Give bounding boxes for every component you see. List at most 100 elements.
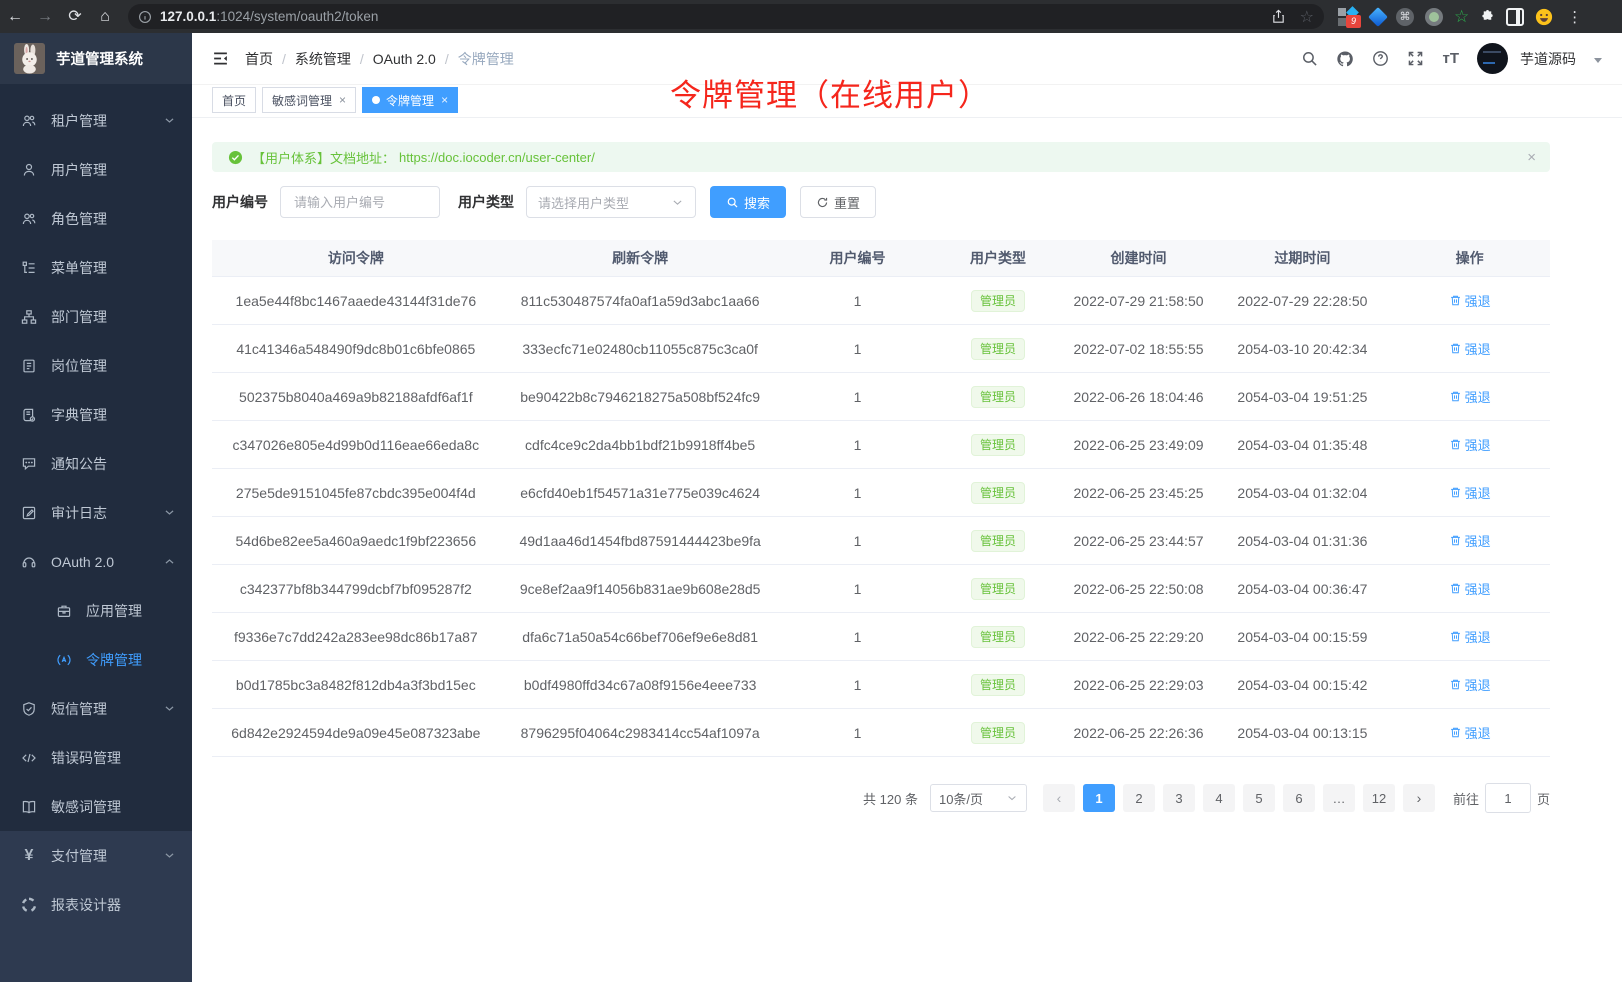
sidebar-item-notice-announcement[interactable]: 通知公告 xyxy=(0,439,192,488)
sidebar-item-dept-management[interactable]: 部门管理 xyxy=(0,292,192,341)
next-page-button[interactable]: › xyxy=(1402,784,1435,812)
shield-check-icon xyxy=(21,701,37,717)
force-logout-button[interactable]: 强退 xyxy=(1449,339,1491,358)
doc-link[interactable]: https://doc.iocoder.cn/user-center/ xyxy=(399,149,595,165)
page-button-12[interactable]: 12 xyxy=(1362,784,1395,812)
user-menu-caret-icon[interactable] xyxy=(1594,58,1602,63)
tab-close-icon[interactable]: × xyxy=(339,93,347,107)
search-button[interactable]: 搜索 xyxy=(710,186,787,218)
browser-home-icon[interactable]: ⌂ xyxy=(100,8,110,25)
sidebar-menu-bottom: ¥ 支付管理 报表设计器 xyxy=(0,831,192,982)
user-avatar[interactable] xyxy=(1477,43,1508,74)
force-logout-button[interactable]: 强退 xyxy=(1449,387,1491,406)
page-info-icon[interactable] xyxy=(138,10,152,24)
sidebar-item-token-management[interactable]: 令牌管理 xyxy=(0,635,192,684)
browser-forward-icon[interactable]: → xyxy=(37,8,53,25)
tab-close-icon[interactable]: × xyxy=(441,93,449,107)
force-logout-button[interactable]: 强退 xyxy=(1449,435,1491,454)
command-extension-icon[interactable]: ⌘ xyxy=(1396,7,1414,26)
trash-icon xyxy=(1449,678,1462,691)
github-icon[interactable] xyxy=(1336,50,1354,68)
badge-icon xyxy=(21,358,37,374)
breadcrumb-item[interactable]: 系统管理 xyxy=(294,50,351,67)
chevron-down-icon xyxy=(163,506,176,519)
user-id-input[interactable] xyxy=(292,193,428,211)
cell-create-time: 2022-06-26 18:04:46 xyxy=(1073,388,1204,405)
gem-extension-icon[interactable] xyxy=(1368,6,1388,27)
address-bar[interactable]: 127.0.0.1:1024/system/oauth2/token ☆ xyxy=(128,4,1324,29)
cell-user-id: 1 xyxy=(853,292,862,309)
sidebar-item-tenant-management[interactable]: 租户管理 xyxy=(0,96,192,145)
share-icon[interactable] xyxy=(1271,9,1286,24)
sidebar-item-sms-management[interactable]: 短信管理 xyxy=(0,684,192,733)
sidebar-item-report-designer[interactable]: 报表设计器 xyxy=(0,880,192,929)
user-type-tag: 管理员 xyxy=(971,433,1026,456)
force-logout-button[interactable]: 强退 xyxy=(1449,483,1491,502)
sidebar-item-role-management[interactable]: 角色管理 xyxy=(0,194,192,243)
page-button-1[interactable]: 1 xyxy=(1082,784,1115,812)
force-logout-button[interactable]: 强退 xyxy=(1449,579,1491,598)
username[interactable]: 芋道源码 xyxy=(1520,50,1576,67)
force-logout-label: 强退 xyxy=(1464,438,1491,453)
cell-refresh-token: 333ecfc71e02480cb11055c875c3ca0f xyxy=(522,340,758,357)
sidebar-item-dict-management[interactable]: 字典管理 xyxy=(0,390,192,439)
help-icon[interactable] xyxy=(1372,50,1389,67)
page-button-4[interactable]: 4 xyxy=(1202,784,1235,812)
breadcrumb-item[interactable]: 首页 xyxy=(245,50,273,67)
browser-back-icon[interactable]: ← xyxy=(7,8,23,25)
force-logout-button[interactable]: 强退 xyxy=(1449,531,1491,550)
page-button-6[interactable]: 6 xyxy=(1282,784,1315,812)
reset-button[interactable]: 重置 xyxy=(800,186,877,218)
headset-icon xyxy=(21,554,37,570)
sidebar-item-menu-management[interactable]: 菜单管理 xyxy=(0,243,192,292)
side-panel-icon[interactable] xyxy=(1506,7,1525,26)
more-pages-button[interactable]: … xyxy=(1322,784,1355,812)
bookmark-star-icon[interactable]: ☆ xyxy=(1299,8,1314,26)
breadcrumb-item[interactable]: OAuth 2.0 xyxy=(372,50,436,67)
user-type-select[interactable]: 请选择用户类型 xyxy=(526,186,696,218)
browser-reload-icon[interactable]: ⟳ xyxy=(68,8,82,25)
font-size-icon[interactable]: тT xyxy=(1442,50,1459,67)
force-logout-button[interactable]: 强退 xyxy=(1449,627,1491,646)
page-button-5[interactable]: 5 xyxy=(1242,784,1275,812)
sidebar-item-oauth2[interactable]: OAuth 2.0 xyxy=(0,537,192,586)
sidebar-item-pay-management[interactable]: ¥ 支付管理 xyxy=(0,831,192,880)
fullscreen-icon[interactable] xyxy=(1407,50,1424,67)
page-button-2[interactable]: 2 xyxy=(1122,784,1155,812)
sidebar-item-errorcode-management[interactable]: 错误码管理 xyxy=(0,733,192,782)
sidebar-item-user-management[interactable]: 用户管理 xyxy=(0,145,192,194)
recorder-extension-icon[interactable] xyxy=(1425,7,1443,26)
prev-page-button[interactable]: ‹ xyxy=(1042,784,1075,812)
sidebar-item-audit-log[interactable]: 审计日志 xyxy=(0,488,192,537)
force-logout-button[interactable]: 强退 xyxy=(1449,723,1491,742)
cell-action: 强退 xyxy=(1389,483,1550,502)
app-logo[interactable]: 芋道管理系统 xyxy=(0,33,192,84)
green-star-extension-icon[interactable]: ☆ xyxy=(1454,6,1470,26)
puzzle-extensions-icon[interactable] xyxy=(1480,9,1495,24)
page-button-3[interactable]: 3 xyxy=(1162,784,1195,812)
sidebar-item-sensitiveword-management[interactable]: 敏感词管理 xyxy=(0,782,192,831)
search-icon[interactable] xyxy=(1301,50,1318,67)
sidebar-item-label: 部门管理 xyxy=(51,308,107,325)
force-logout-button[interactable]: 强退 xyxy=(1449,675,1491,694)
goto-page-input[interactable] xyxy=(1484,783,1531,813)
user-id-field[interactable] xyxy=(280,186,440,218)
profile-avatar-icon[interactable] xyxy=(1535,8,1553,26)
chevron-down-icon xyxy=(163,114,176,127)
sidebar-item-label: 审计日志 xyxy=(51,504,107,521)
goto-label: 前往 xyxy=(1452,791,1479,807)
extension-cluster-icon[interactable]: 9 xyxy=(1338,5,1361,28)
trash-icon xyxy=(1449,630,1462,643)
alert-close-icon[interactable]: × xyxy=(1527,148,1536,166)
browser-menu-icon[interactable]: ⋮ xyxy=(1567,8,1584,26)
tab-令牌管理[interactable]: 令牌管理 × xyxy=(362,87,459,113)
sidebar-item-post-management[interactable]: 岗位管理 xyxy=(0,341,192,390)
tab-首页[interactable]: 首页 xyxy=(212,87,257,113)
cell-expire-time: 2054-03-04 01:32:04 xyxy=(1237,484,1368,501)
tab-敏感词管理[interactable]: 敏感词管理 × xyxy=(262,87,357,113)
cell-user-id: 1 xyxy=(853,340,862,357)
force-logout-button[interactable]: 强退 xyxy=(1449,291,1491,310)
collapse-sidebar-icon[interactable] xyxy=(212,50,229,67)
sidebar-item-application-management[interactable]: 应用管理 xyxy=(0,586,192,635)
page-size-select[interactable]: 10条/页 xyxy=(929,784,1027,812)
